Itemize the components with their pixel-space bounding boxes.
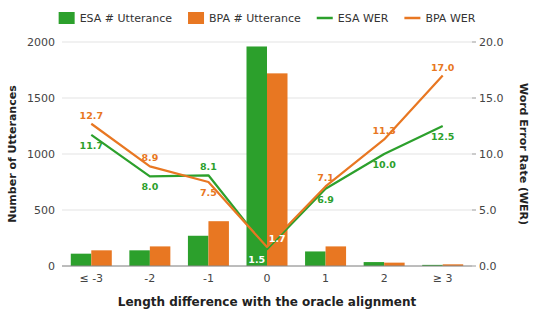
x-axis-title: Length difference with the oracle alignm… — [118, 295, 417, 309]
bar — [129, 250, 150, 266]
bar — [188, 236, 209, 266]
data-label: 7.5 — [200, 187, 217, 198]
y2-axis-title: Word Error Rate (WER) — [517, 83, 530, 225]
y-tick-label: 0 — [48, 260, 55, 273]
data-label: 8.0 — [141, 181, 158, 192]
legend-label: ESA # Utterance — [80, 12, 173, 25]
x-tick-label: 0 — [264, 272, 271, 285]
legend-swatch — [188, 12, 204, 24]
y-tick-label: 1000 — [27, 148, 55, 161]
y-tick-label: 1500 — [27, 92, 55, 105]
marks — [71, 46, 463, 266]
bar — [326, 246, 347, 266]
y2-tick — [472, 42, 476, 43]
x-tick-label: ≤ -3 — [79, 272, 103, 285]
bar — [208, 221, 229, 266]
bar — [71, 254, 92, 266]
bar — [150, 246, 171, 266]
data-label: 12.5 — [431, 131, 454, 142]
data-label: 11.7 — [80, 140, 103, 151]
data-label: 8.9 — [141, 152, 158, 163]
legend: ESA # Utterance BPA # Utterance ESA WER BPA… — [59, 12, 476, 25]
bar — [247, 46, 268, 266]
grid-line — [62, 42, 472, 43]
data-label: 6.9 — [317, 194, 334, 205]
y2-tick — [472, 98, 476, 99]
x-axis — [62, 266, 472, 267]
y2-tick — [472, 210, 476, 211]
bar — [91, 250, 112, 266]
y-tick-label: 2000 — [27, 36, 55, 49]
y2-tick-label: 0.0 — [479, 260, 497, 273]
grid — [62, 42, 472, 266]
grid-line — [62, 266, 472, 267]
legend-swatch — [404, 17, 420, 20]
data-label: 10.0 — [372, 159, 396, 170]
bar — [267, 73, 288, 266]
data-label: 7.1 — [317, 172, 334, 183]
legend-label: BPA # Utterance — [209, 12, 301, 25]
y2-tick-label: 15.0 — [479, 92, 504, 105]
y2-tick-label: 10.0 — [479, 148, 504, 161]
y-axis-title: Number of Utterances — [6, 85, 19, 223]
data-label: 17.0 — [431, 62, 455, 73]
x-tick-label: 2 — [381, 272, 388, 285]
y2-tick-label: 20.0 — [479, 36, 504, 49]
chart: 0 500 1000 1500 2000 0.0 5.0 10.0 15.0 20.0 ≤ -3 -2… — [0, 0, 534, 318]
bar — [384, 263, 405, 266]
legend-swatch — [59, 12, 75, 24]
line — [91, 126, 442, 249]
legend-swatch — [317, 17, 333, 20]
x-tick-label: -1 — [203, 272, 214, 285]
data-label: 12.7 — [80, 110, 103, 121]
bar — [305, 251, 326, 266]
x-tick-label: -2 — [144, 272, 155, 285]
line — [91, 76, 442, 247]
y2-tick — [472, 266, 476, 267]
x-tick-label: 1 — [322, 272, 329, 285]
bar — [364, 262, 385, 266]
y-tick-label: 500 — [34, 204, 55, 217]
data-label: 1.7 — [269, 233, 286, 244]
legend-label: BPA WER — [425, 12, 475, 25]
data-label: 11.3 — [372, 125, 395, 136]
legend-label: ESA WER — [338, 12, 389, 25]
data-label: 8.1 — [200, 161, 217, 172]
y2-tick — [472, 154, 476, 155]
y2-tick-label: 5.0 — [479, 204, 497, 217]
data-label: 1.5 — [248, 254, 265, 265]
x-tick-label: ≥ 3 — [433, 272, 453, 285]
